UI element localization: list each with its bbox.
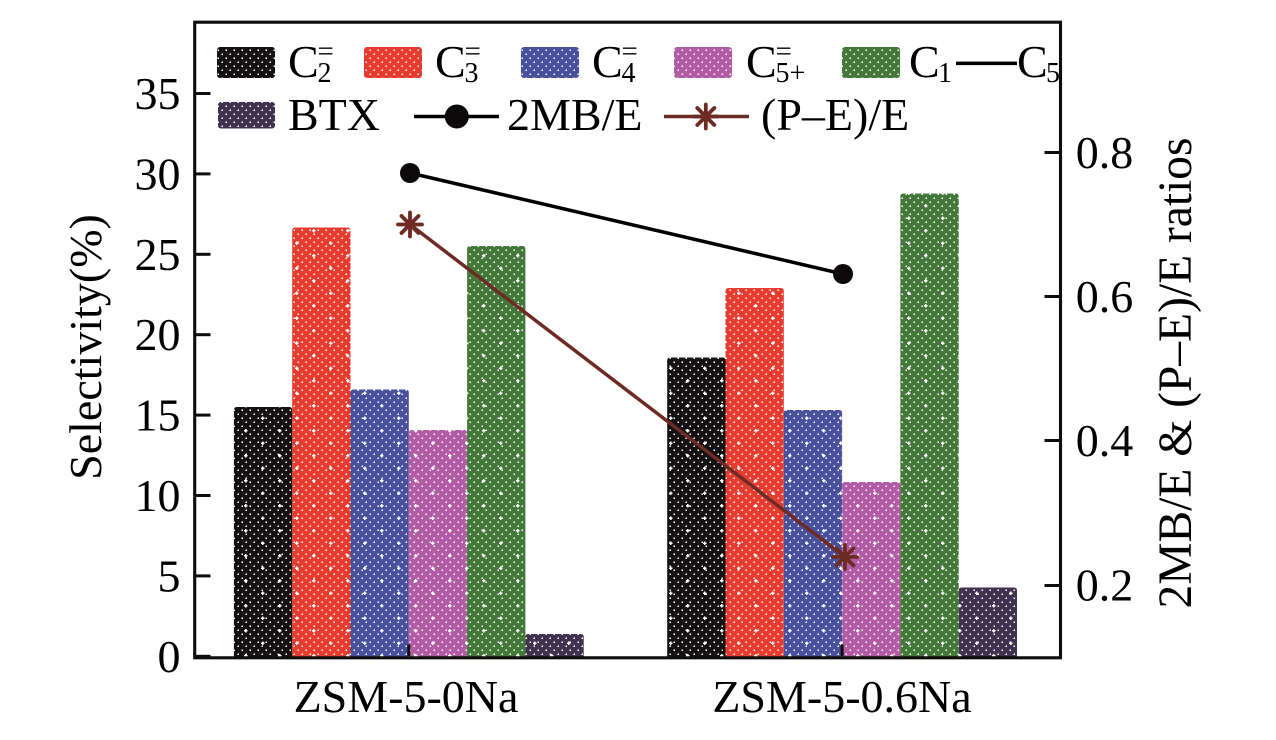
- svg-text:10: 10: [135, 470, 181, 521]
- svg-text:C: C: [435, 36, 466, 87]
- svg-text:0.6: 0.6: [1076, 271, 1134, 322]
- svg-text:C: C: [909, 36, 940, 87]
- svg-text:0.8: 0.8: [1076, 127, 1134, 178]
- svg-text:=: =: [776, 36, 792, 68]
- svg-text:Selectivity(%): Selectivity(%): [60, 214, 111, 480]
- svg-text:(P–E)/E: (P–E)/E: [761, 89, 909, 140]
- svg-text:15: 15: [135, 390, 181, 441]
- svg-text:ZSM-5-0Na: ZSM-5-0Na: [294, 671, 519, 722]
- svg-text:=: =: [465, 36, 481, 68]
- svg-text:5+: 5+: [776, 58, 806, 89]
- svg-text:5: 5: [1046, 58, 1060, 89]
- svg-text:0: 0: [158, 631, 181, 682]
- svg-text:2MB/E: 2MB/E: [507, 89, 642, 140]
- svg-text:C: C: [1017, 36, 1048, 87]
- svg-text:5: 5: [158, 550, 181, 601]
- svg-text:0.4: 0.4: [1076, 415, 1134, 466]
- svg-text:20: 20: [135, 309, 181, 360]
- svg-text:C: C: [592, 36, 623, 87]
- svg-text:4: 4: [622, 58, 636, 89]
- svg-text:=: =: [622, 36, 638, 68]
- svg-text:2MB/E & (P–E)/E ratios: 2MB/E & (P–E)/E ratios: [1150, 137, 1202, 608]
- svg-text:35: 35: [135, 68, 181, 119]
- svg-text:BTX: BTX: [288, 89, 380, 140]
- svg-text:C: C: [746, 36, 777, 87]
- svg-text:=: =: [318, 36, 334, 68]
- svg-text:30: 30: [135, 148, 181, 199]
- svg-text:0.2: 0.2: [1076, 560, 1134, 611]
- svg-text:2: 2: [318, 58, 332, 89]
- svg-text:ZSM-5-0.6Na: ZSM-5-0.6Na: [712, 671, 971, 722]
- svg-text:C: C: [288, 36, 319, 87]
- svg-text:3: 3: [465, 58, 479, 89]
- svg-text:25: 25: [135, 229, 181, 280]
- svg-text:1: 1: [938, 58, 952, 89]
